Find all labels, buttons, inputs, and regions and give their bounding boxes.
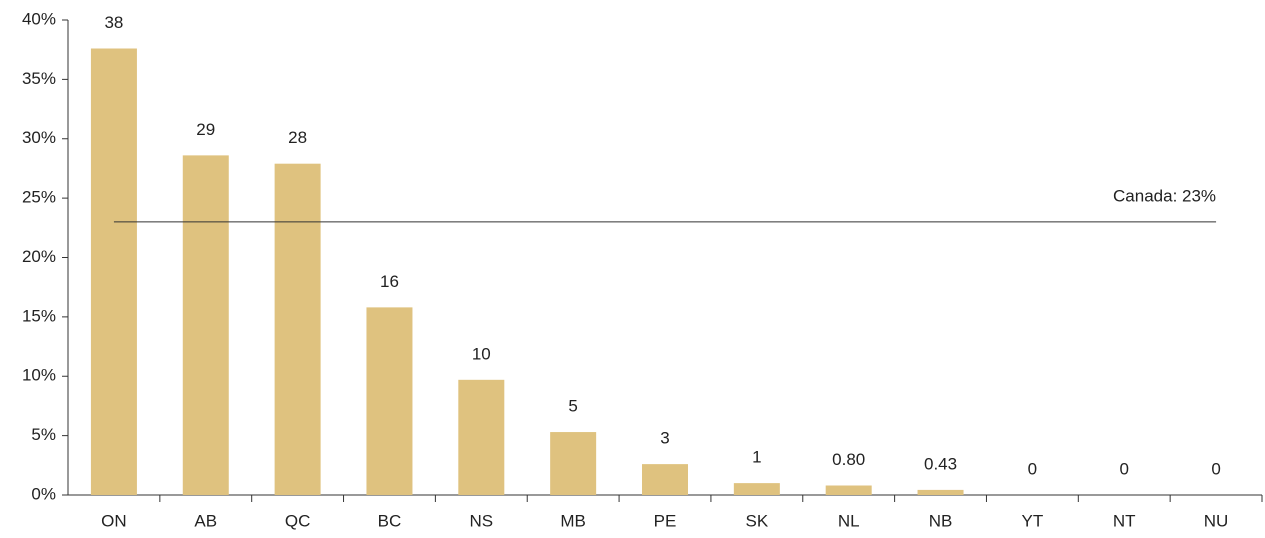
bar	[458, 379, 505, 495]
x-tick-label: BC	[378, 511, 402, 530]
x-tick-label: MB	[560, 511, 586, 530]
bar	[550, 432, 597, 495]
x-tick-label: ON	[101, 511, 127, 530]
y-tick-label: 25%	[22, 188, 56, 207]
value-label: 0.80	[832, 450, 865, 469]
x-tick-label: NT	[1113, 511, 1136, 530]
x-tick-label: AB	[194, 511, 217, 530]
bar	[366, 307, 413, 495]
value-label: 0	[1028, 459, 1037, 478]
bar	[825, 485, 872, 495]
value-label: 38	[104, 13, 123, 32]
value-label: 29	[196, 120, 215, 139]
y-tick-label: 5%	[31, 425, 56, 444]
x-tick-label: NU	[1204, 511, 1229, 530]
y-tick-label: 0%	[31, 484, 56, 503]
x-tick-label: NB	[929, 511, 953, 530]
value-label: 5	[568, 397, 577, 416]
value-label: 0.43	[924, 454, 957, 473]
y-tick-label: 35%	[22, 69, 56, 88]
value-label: 28	[288, 128, 307, 147]
reference-label: Canada: 23%	[1113, 186, 1216, 205]
x-tick-label: NS	[469, 511, 493, 530]
bar	[182, 155, 229, 495]
x-tick-label: QC	[285, 511, 311, 530]
value-label: 1	[752, 448, 761, 467]
value-label: 0	[1119, 459, 1128, 478]
bar	[642, 464, 688, 495]
bar	[917, 489, 964, 495]
bar	[733, 483, 780, 495]
value-label: 0	[1211, 459, 1220, 478]
y-tick-label: 15%	[22, 306, 56, 325]
x-tick-label: PE	[654, 511, 677, 530]
y-tick-label: 30%	[22, 128, 56, 147]
value-label: 16	[380, 272, 399, 291]
y-tick-label: 20%	[22, 247, 56, 266]
x-tick-label: SK	[746, 511, 769, 530]
value-label: 3	[660, 429, 669, 448]
y-tick-label: 40%	[22, 9, 56, 28]
bar	[90, 48, 137, 495]
bar	[274, 163, 321, 495]
x-tick-label: YT	[1022, 511, 1044, 530]
y-tick-label: 10%	[22, 366, 56, 385]
value-label: 10	[472, 344, 491, 363]
x-tick-label: NL	[838, 511, 860, 530]
